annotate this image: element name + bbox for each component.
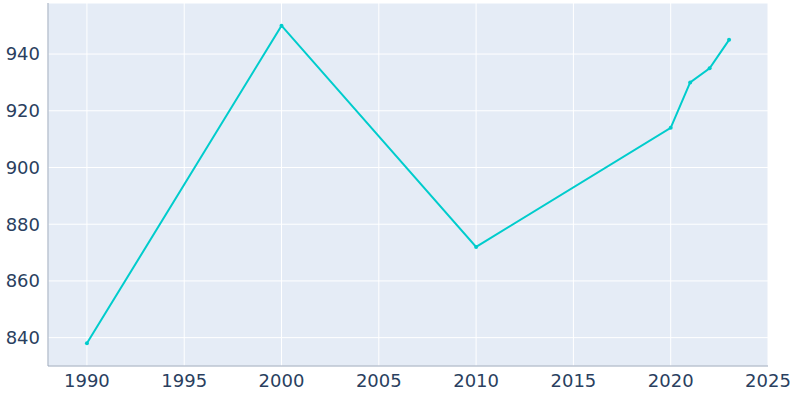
svg-text:2025: 2025 — [745, 370, 791, 391]
svg-text:2015: 2015 — [550, 370, 596, 391]
svg-text:840: 840 — [8, 327, 40, 348]
svg-text:900: 900 — [8, 157, 40, 178]
svg-text:2000: 2000 — [259, 370, 305, 391]
svg-text:1995: 1995 — [161, 370, 207, 391]
svg-text:920: 920 — [8, 100, 40, 121]
svg-text:940: 940 — [8, 43, 40, 64]
svg-text:2020: 2020 — [648, 370, 694, 391]
svg-text:2005: 2005 — [356, 370, 402, 391]
svg-text:880: 880 — [8, 214, 40, 235]
svg-text:2010: 2010 — [453, 370, 499, 391]
svg-text:1990: 1990 — [64, 370, 110, 391]
svg-text:860: 860 — [8, 270, 40, 291]
